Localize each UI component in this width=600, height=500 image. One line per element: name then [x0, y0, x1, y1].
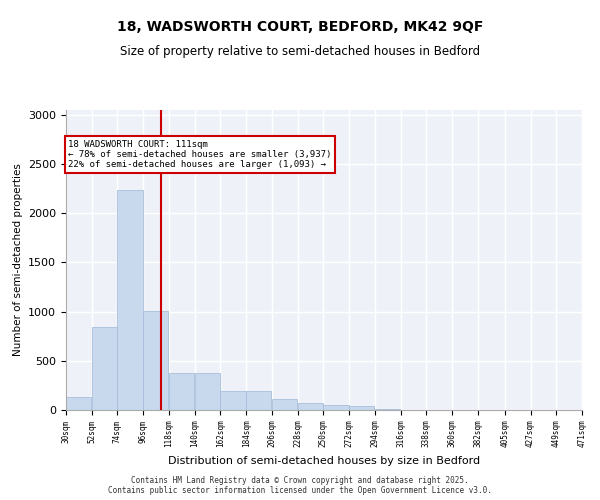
Text: Size of property relative to semi-detached houses in Bedford: Size of property relative to semi-detach… — [120, 45, 480, 58]
Bar — [195, 373, 220, 410]
Bar — [375, 408, 400, 410]
Bar — [92, 328, 117, 410]
Text: 18 WADSWORTH COURT: 111sqm
← 78% of semi-detached houses are smaller (3,937)
22%: 18 WADSWORTH COURT: 111sqm ← 78% of semi… — [68, 140, 332, 170]
Bar — [246, 391, 271, 410]
Y-axis label: Number of semi-detached properties: Number of semi-detached properties — [13, 164, 23, 356]
Text: 18, WADSWORTH COURT, BEDFORD, MK42 9QF: 18, WADSWORTH COURT, BEDFORD, MK42 9QF — [117, 20, 483, 34]
Bar — [169, 372, 194, 410]
Bar — [349, 406, 374, 410]
X-axis label: Distribution of semi-detached houses by size in Bedford: Distribution of semi-detached houses by … — [168, 456, 480, 466]
Bar — [118, 190, 143, 410]
Bar — [298, 402, 323, 410]
Text: Contains HM Land Registry data © Crown copyright and database right 2025.
Contai: Contains HM Land Registry data © Crown c… — [108, 476, 492, 495]
Bar — [272, 398, 297, 410]
Bar — [66, 397, 91, 410]
Bar — [220, 391, 245, 410]
Bar — [143, 310, 169, 410]
Bar — [323, 404, 349, 410]
